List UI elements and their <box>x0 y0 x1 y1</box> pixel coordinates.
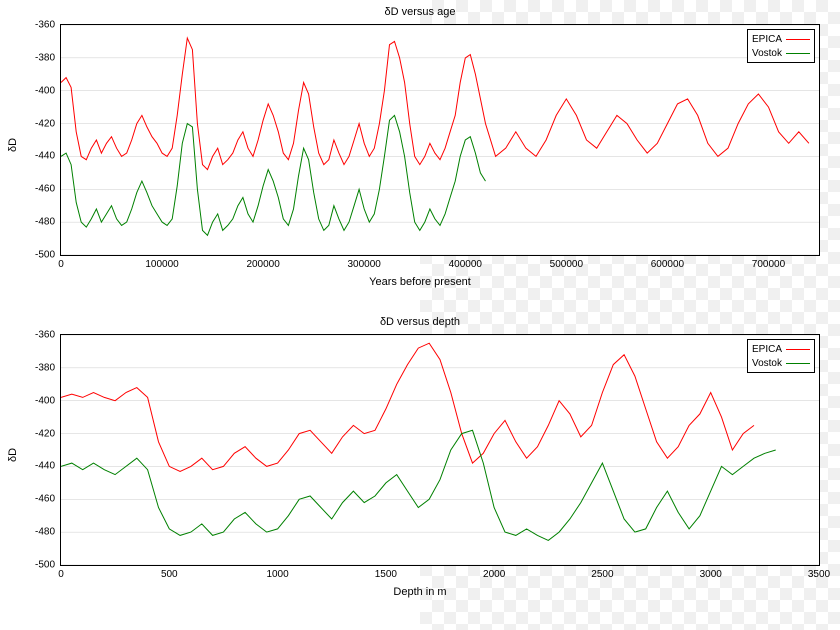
y-tick-label: -500 <box>35 560 55 571</box>
y-tick-label: -460 <box>35 184 55 195</box>
x-axis-label: Years before present <box>0 276 840 288</box>
legend: EPICA Vostok <box>747 339 815 373</box>
x-tick-label: 3500 <box>808 569 830 580</box>
x-tick-label: 600000 <box>651 259 684 270</box>
legend-item-epica: EPICA <box>752 342 810 356</box>
x-tick-label: 2500 <box>591 569 613 580</box>
x-tick-label: 2000 <box>483 569 505 580</box>
x-tick-label: 3000 <box>700 569 722 580</box>
x-axis-label: Depth in m <box>0 586 840 598</box>
legend-item-vostok: Vostok <box>752 356 810 370</box>
legend-swatch-vostok <box>786 363 810 364</box>
series-epica <box>61 343 754 471</box>
x-tick-label: 700000 <box>752 259 785 270</box>
plot-area-depth: -500-480-460-440-420-400-380-36005001000… <box>60 334 820 566</box>
chart-title: δD versus age <box>0 0 840 18</box>
legend-swatch-vostok <box>786 53 810 54</box>
panel-age: δD versus age δD -500-480-460-440-420-40… <box>0 0 840 290</box>
x-tick-label: 500000 <box>550 259 583 270</box>
series-vostok <box>61 115 486 235</box>
legend-label: EPICA <box>752 34 782 45</box>
legend-item-vostok: Vostok <box>752 46 810 60</box>
y-tick-label: -420 <box>35 428 55 439</box>
y-tick-label: -360 <box>35 330 55 341</box>
legend: EPICA Vostok <box>747 29 815 63</box>
y-tick-label: -360 <box>35 20 55 31</box>
y-tick-label: -500 <box>35 250 55 261</box>
x-tick-label: 1000 <box>266 569 288 580</box>
chart-title: δD versus depth <box>0 310 840 328</box>
legend-item-epica: EPICA <box>752 32 810 46</box>
legend-swatch-epica <box>786 349 810 350</box>
x-tick-label: 0 <box>58 569 64 580</box>
x-tick-label: 500 <box>161 569 178 580</box>
y-tick-label: -400 <box>35 395 55 406</box>
figure: δD versus age δD -500-480-460-440-420-40… <box>0 0 840 630</box>
y-tick-label: -380 <box>35 52 55 63</box>
legend-label: Vostok <box>752 358 782 369</box>
x-tick-label: 400000 <box>449 259 482 270</box>
legend-swatch-epica <box>786 39 810 40</box>
y-tick-label: -460 <box>35 494 55 505</box>
panel-depth: δD versus depth δD -500-480-460-440-420-… <box>0 310 840 600</box>
x-tick-label: 100000 <box>145 259 178 270</box>
y-tick-label: -440 <box>35 151 55 162</box>
y-tick-label: -440 <box>35 461 55 472</box>
y-tick-label: -380 <box>35 362 55 373</box>
x-tick-label: 1500 <box>375 569 397 580</box>
x-tick-label: 0 <box>58 259 64 270</box>
plot-area-age: -500-480-460-440-420-400-380-36001000002… <box>60 24 820 256</box>
x-tick-label: 200000 <box>246 259 279 270</box>
legend-label: EPICA <box>752 344 782 355</box>
y-tick-label: -420 <box>35 118 55 129</box>
y-tick-label: -480 <box>35 217 55 228</box>
y-axis-label: δD <box>7 448 19 462</box>
y-tick-label: -480 <box>35 527 55 538</box>
series-vostok <box>61 430 776 540</box>
x-tick-label: 300000 <box>348 259 381 270</box>
legend-label: Vostok <box>752 48 782 59</box>
y-tick-label: -400 <box>35 85 55 96</box>
y-axis-label: δD <box>7 138 19 152</box>
